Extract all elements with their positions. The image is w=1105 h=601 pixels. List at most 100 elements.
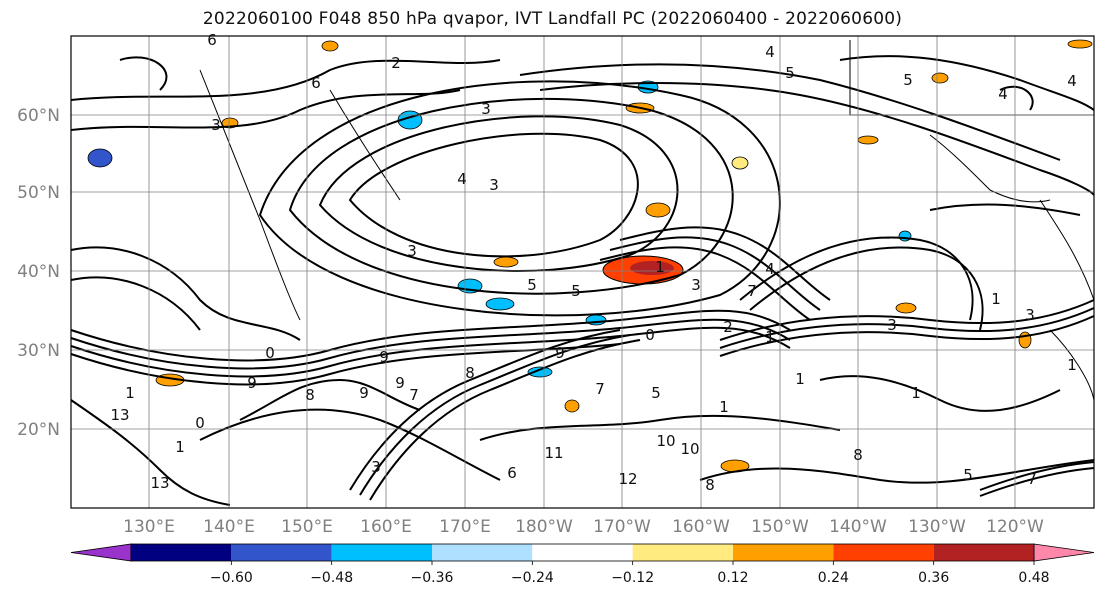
contour-label: 5 bbox=[571, 282, 581, 300]
contour-label: 7 bbox=[1027, 470, 1037, 488]
map-frame bbox=[70, 35, 1095, 509]
longitude-label: 140°E bbox=[203, 517, 255, 537]
latitude-label: 40°N bbox=[17, 262, 60, 282]
latitude-label: 50°N bbox=[17, 183, 60, 203]
contour-label: 5 bbox=[651, 384, 661, 402]
contour-line bbox=[239, 378, 421, 421]
colorbar-segment bbox=[733, 544, 834, 561]
contour-line bbox=[839, 55, 1095, 111]
contour-label: 2 bbox=[391, 54, 401, 72]
colorbar: −0.60 −0.48 −0.36 −0.24 −0.12 0.12 0.24 0.36 0.4… bbox=[70, 543, 1095, 586]
longitude-label: 180°W bbox=[515, 517, 573, 537]
contour-line bbox=[999, 85, 1034, 111]
contour-line bbox=[369, 339, 641, 501]
colorbar-segment bbox=[933, 544, 1034, 561]
contour-line bbox=[819, 375, 1061, 412]
contour-line bbox=[70, 326, 791, 378]
contour-label: 1 bbox=[765, 328, 775, 346]
colorbar-tick-label: −0.24 bbox=[511, 570, 554, 586]
longitude-label: 130°W bbox=[908, 517, 966, 537]
contour-label: 3 bbox=[887, 316, 897, 334]
longitude-label: 130°E bbox=[123, 517, 175, 537]
contour-line bbox=[519, 63, 1061, 161]
contour-label: 8 bbox=[853, 446, 863, 464]
colorbar-extend-high bbox=[1033, 543, 1095, 562]
contour-label: 12 bbox=[618, 470, 637, 488]
contour-line bbox=[359, 334, 631, 496]
contour-line bbox=[719, 299, 1095, 341]
contour-line bbox=[70, 399, 231, 506]
coastline-mexico bbox=[1049, 329, 1095, 401]
anomaly-patch bbox=[645, 202, 671, 218]
latitude-label: 20°N bbox=[17, 420, 60, 440]
contour-line bbox=[348, 132, 639, 258]
contour-label: 13 bbox=[150, 474, 169, 492]
contour-label: 3 bbox=[211, 116, 221, 134]
coastline-gulf-alaska bbox=[929, 134, 1051, 203]
anomaly-patch bbox=[321, 40, 339, 52]
longitude-label: 170°W bbox=[593, 517, 651, 537]
colorbar-tick-label: −0.36 bbox=[411, 570, 454, 586]
latitude-label: 30°N bbox=[17, 341, 60, 361]
contour-label: 1 bbox=[1067, 356, 1077, 374]
anomaly-patch bbox=[485, 297, 515, 311]
colorbar-extend-low bbox=[70, 543, 132, 562]
anomaly-patch bbox=[895, 302, 917, 314]
contour-label: 4 bbox=[457, 170, 467, 188]
contour-label: 4 bbox=[765, 260, 775, 278]
colorbar-tick-label: −0.48 bbox=[310, 570, 353, 586]
longitude-label: 120°W bbox=[986, 517, 1044, 537]
longitude-label: 150°W bbox=[751, 517, 809, 537]
contour-label: 1 bbox=[719, 398, 729, 416]
contour-label: 7 bbox=[409, 386, 419, 404]
longitude-label: 160°E bbox=[360, 517, 412, 537]
contour-label: 7 bbox=[595, 380, 605, 398]
latitude-label: 60°N bbox=[17, 106, 60, 126]
longitude-labels: 130°E 140°E 150°E 160°E 170°E 180°W 170°W 160°W… bbox=[123, 517, 1044, 537]
contour-label: 4 bbox=[1067, 72, 1077, 90]
latitude-labels: 60°N 50°N 40°N 30°N 20°N bbox=[17, 106, 60, 440]
contour-label: 0 bbox=[265, 344, 275, 362]
contour-line bbox=[349, 329, 621, 491]
contour-label: 6 bbox=[311, 74, 321, 92]
colorbar-tick-label: 0.12 bbox=[717, 570, 748, 586]
colorbar-tick-label: −0.12 bbox=[611, 570, 654, 586]
contour-label: 3 bbox=[407, 242, 417, 260]
contour-line bbox=[749, 246, 984, 331]
anomaly-patch bbox=[527, 366, 553, 378]
contour-label: 0 bbox=[195, 414, 205, 432]
coastline-north-america bbox=[1039, 199, 1095, 301]
colorbar-tick-label: 0.48 bbox=[1018, 570, 1049, 586]
contour-label: 2 bbox=[723, 318, 733, 336]
contour-label: 5 bbox=[963, 466, 973, 484]
contour-label: 13 bbox=[110, 406, 129, 424]
contour-line bbox=[609, 236, 821, 311]
contour-label: 8 bbox=[465, 364, 475, 382]
contour-line bbox=[318, 115, 679, 272]
colorbar-segment bbox=[432, 544, 533, 561]
contour-label: 1 bbox=[125, 384, 135, 402]
colorbar-tick-label: 0.24 bbox=[818, 570, 849, 586]
coastline-kamchatka bbox=[329, 89, 401, 201]
colorbar-tick-label: 0.36 bbox=[918, 570, 949, 586]
anomaly-patch bbox=[87, 148, 113, 168]
contour-label: 6 bbox=[507, 464, 517, 482]
colorbar-segment bbox=[131, 544, 232, 561]
contour-label: 3 bbox=[489, 176, 499, 194]
contour-label: 1 bbox=[911, 384, 921, 402]
contour-line bbox=[979, 461, 1095, 491]
anomaly-patch bbox=[857, 135, 879, 145]
contour-line bbox=[929, 203, 1081, 216]
contour-label: 9 bbox=[555, 344, 565, 362]
anomaly-patch-core bbox=[630, 261, 674, 275]
contour-line bbox=[288, 97, 734, 295]
longitude-label: 170°E bbox=[439, 517, 491, 537]
contour-label: 10 bbox=[656, 432, 675, 450]
contour-line bbox=[619, 226, 831, 301]
contour-line bbox=[119, 56, 168, 91]
colorbar-segment bbox=[632, 544, 733, 561]
contour-line bbox=[539, 82, 1095, 196]
contour-line bbox=[699, 459, 1095, 484]
